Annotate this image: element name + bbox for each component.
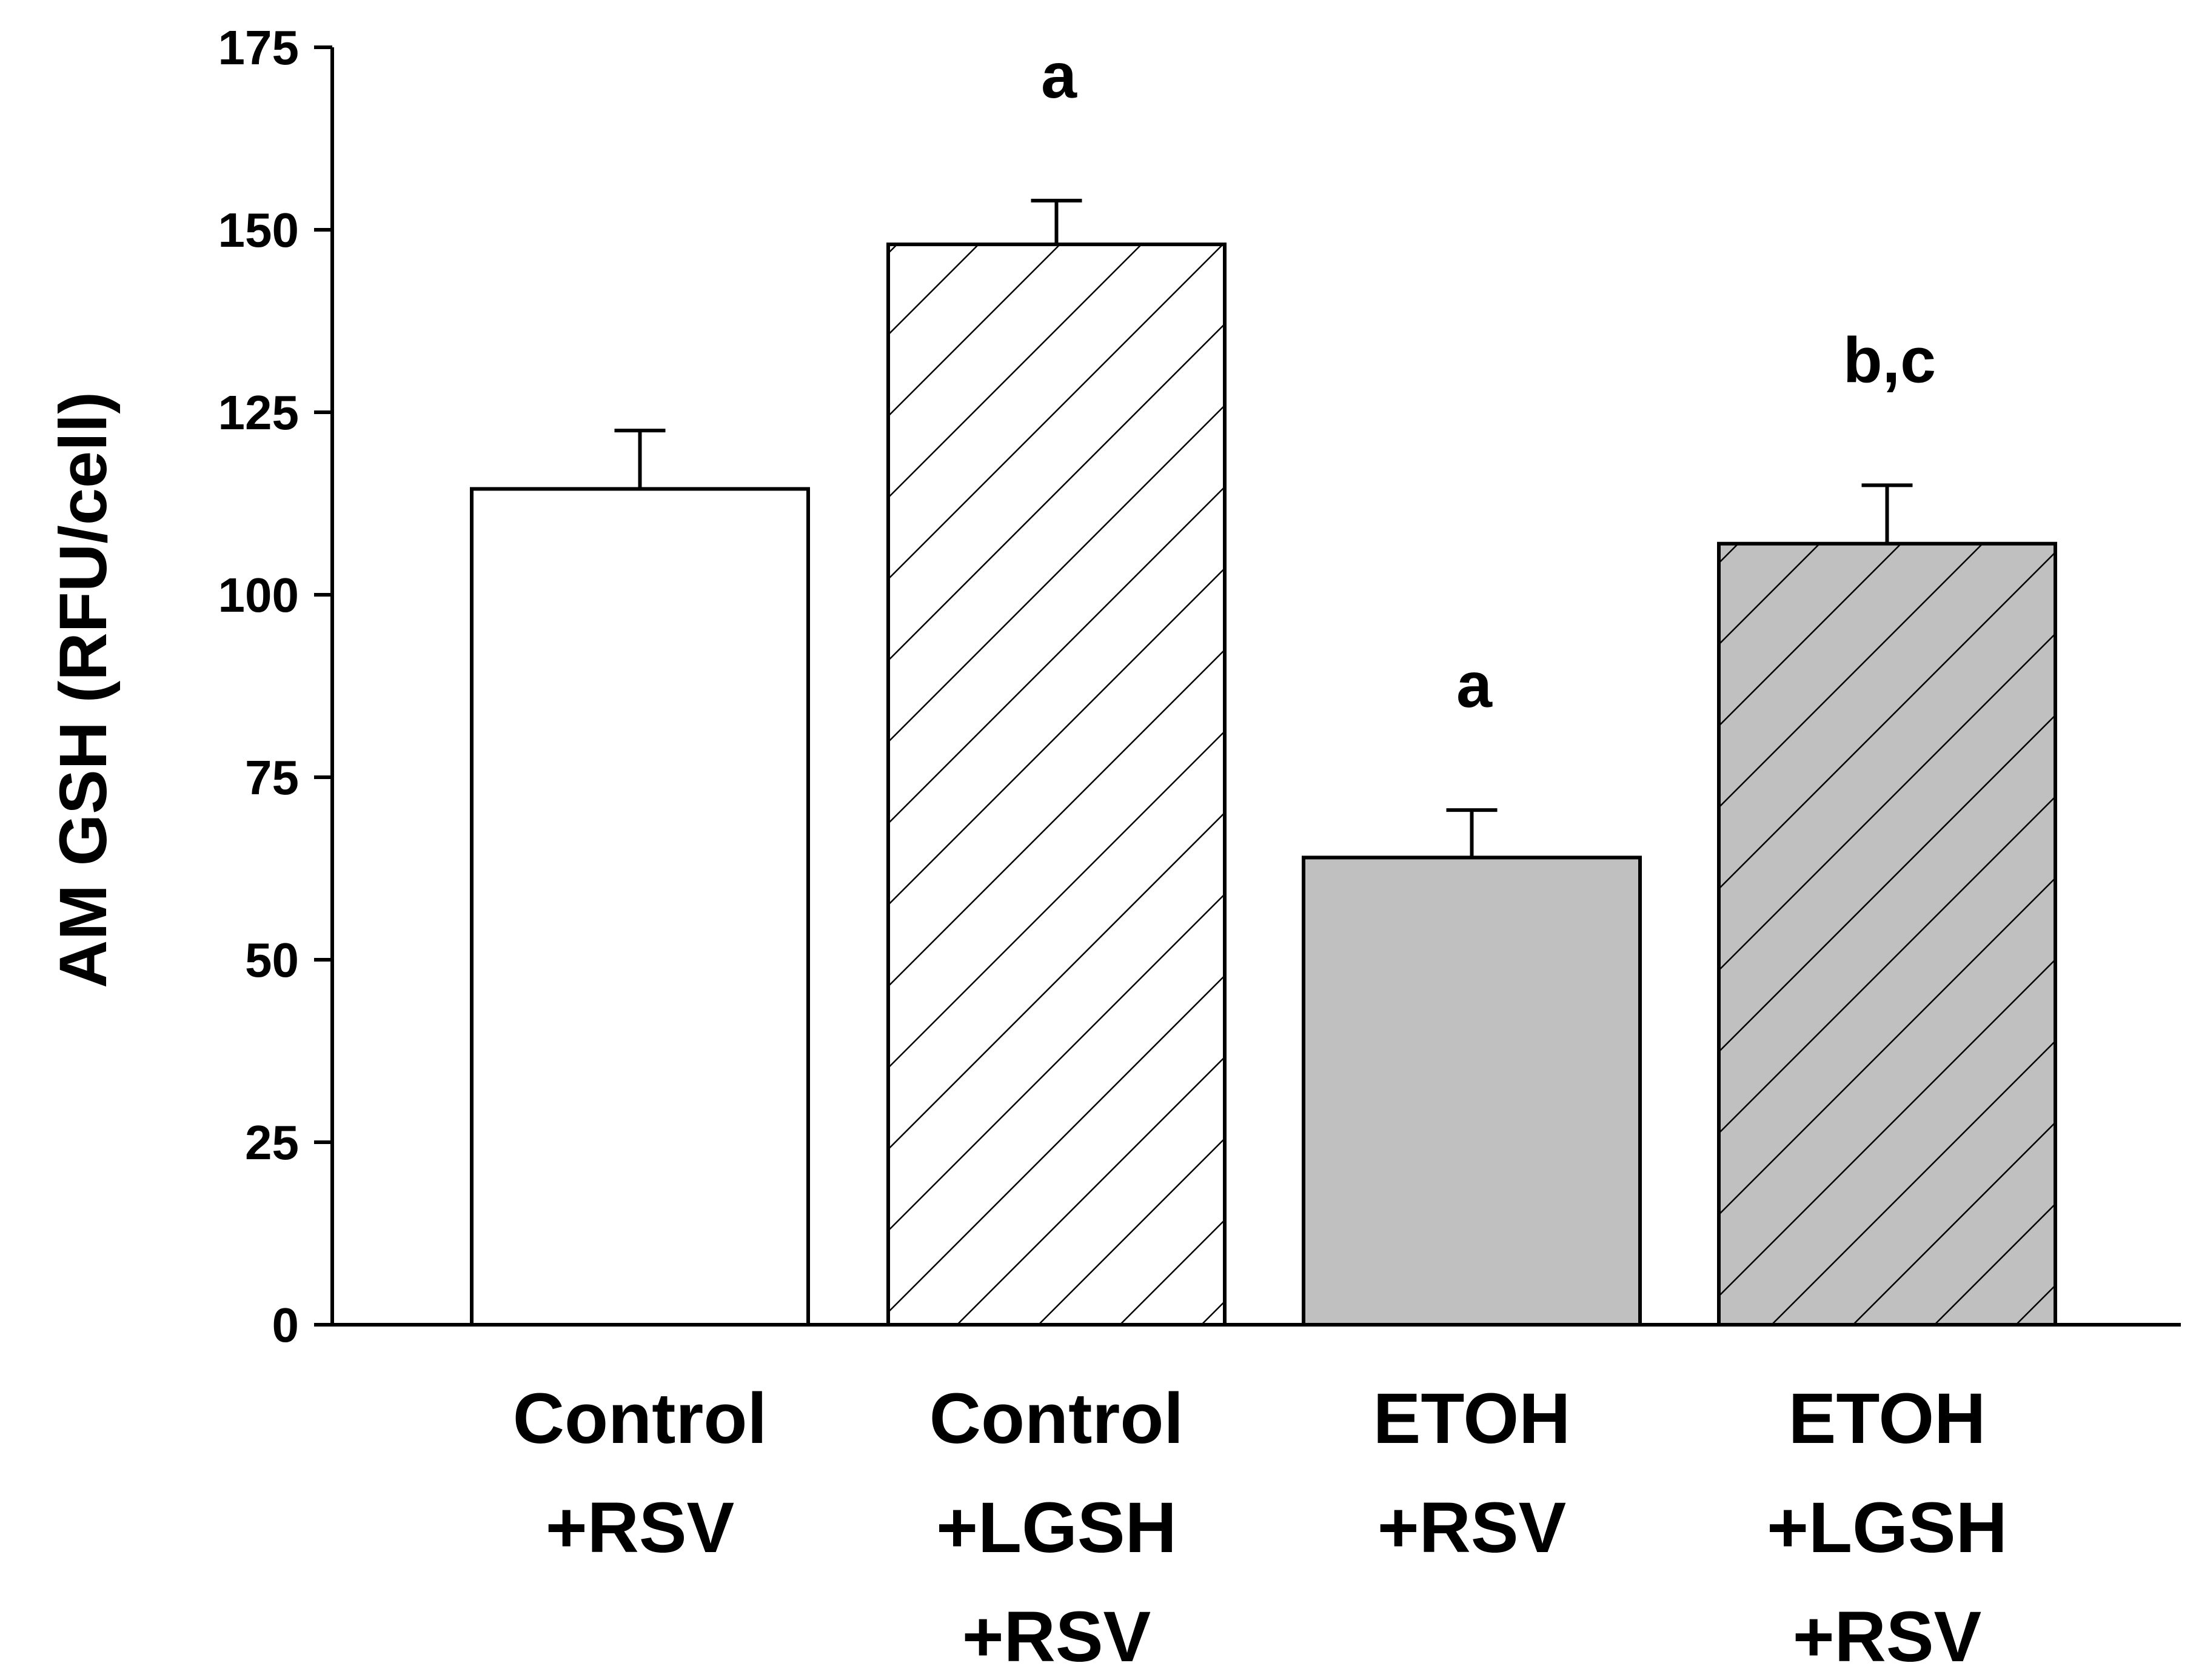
significance-label: a xyxy=(1456,649,1493,721)
bars xyxy=(470,243,2057,1327)
category-label-line: +RSV xyxy=(962,1597,1151,1677)
category-label-line: +RSV xyxy=(1793,1597,1982,1677)
y-tick-label: 0 xyxy=(272,1298,300,1352)
category-label-line: Control xyxy=(929,1379,1183,1459)
y-tick-label: 100 xyxy=(218,568,299,622)
significance-label: a xyxy=(1041,40,1077,112)
y-tick-label: 25 xyxy=(245,1116,299,1170)
category-label-line: ETOH xyxy=(1789,1379,1986,1459)
category-label-line: +RSV xyxy=(1378,1488,1567,1568)
category-label-line: ETOH xyxy=(1373,1379,1571,1459)
category-label-line: +RSV xyxy=(546,1488,735,1568)
y-tick-label: 175 xyxy=(218,21,299,75)
y-tick-label: 75 xyxy=(245,751,299,805)
significance-labels: a a b,c xyxy=(1041,40,1936,721)
category-label-line: +LGSH xyxy=(1767,1488,2007,1568)
y-tick-label: 150 xyxy=(218,203,299,257)
category-label-line: Control xyxy=(513,1379,767,1459)
significance-label: b,c xyxy=(1843,324,1936,396)
bar xyxy=(1304,857,1640,1325)
category-label-line: +LGSH xyxy=(936,1488,1177,1568)
y-axis-title: AM GSH (RFU/cell) xyxy=(46,392,121,988)
y-tick-label: 50 xyxy=(245,933,299,987)
y-tick-label: 125 xyxy=(218,386,299,440)
y-axis-ticks: 0 25 50 75 100 125 150 175 xyxy=(218,21,332,1352)
category-labels: Control +RSV Control +LGSH +RSV ETOH +RSV ETOH +… xyxy=(513,1379,2007,1677)
bar xyxy=(472,489,808,1325)
bar-hatch xyxy=(1719,543,2055,1325)
bar-hatch xyxy=(888,244,1225,1325)
error-bars xyxy=(614,198,1913,858)
